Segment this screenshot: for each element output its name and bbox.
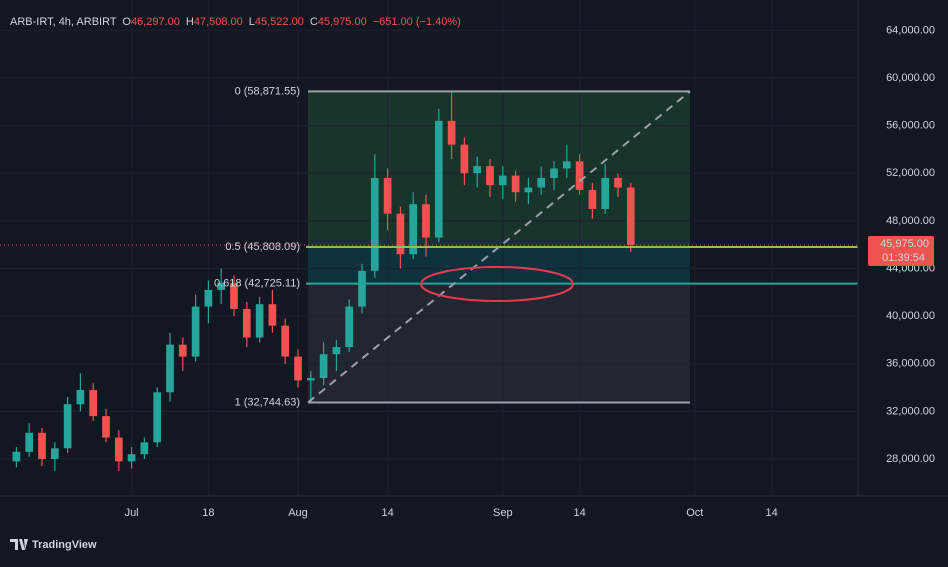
candle-body [89, 389, 98, 417]
candle-body [114, 437, 123, 462]
candle-body [255, 304, 264, 338]
candle-body [319, 354, 328, 379]
fib-label: 0.5 (45,808.09) [225, 241, 300, 253]
x-tick-label: 14 [765, 507, 777, 519]
candle-body [191, 306, 200, 357]
l-label: L [249, 16, 255, 28]
candle-body [460, 144, 469, 174]
candle-body [12, 451, 21, 462]
candle-body [498, 175, 507, 186]
candle-body [204, 289, 213, 307]
candle-body [614, 177, 622, 188]
change: −651.00 (−1.40%) [373, 16, 461, 28]
candle-body [626, 187, 635, 245]
candle-body [178, 344, 187, 357]
y-tick-label: 52,000.00 [886, 167, 935, 179]
x-tick-label: Sep [493, 507, 513, 519]
candle-body [358, 270, 366, 307]
fib-label: 0.618 (42,725.11) [214, 278, 300, 290]
logo: TradingView [10, 539, 97, 551]
candle-body [588, 189, 597, 209]
x-tick-label: Oct [686, 507, 703, 519]
brand: TradingView [32, 539, 97, 551]
price-tag-label: 45,975.00 [880, 238, 929, 250]
c-value: 45,975.00 [318, 16, 367, 28]
candle-body [25, 432, 34, 452]
candle-body [486, 166, 494, 186]
c-label: C [310, 16, 318, 28]
top-layer: 28,000.0032,000.0036,000.0040,000.0044,0… [0, 24, 935, 519]
highlight-ellipse [420, 266, 574, 302]
candle-body [396, 213, 405, 255]
candle-body [524, 187, 533, 193]
fib-label: 0 (58,871.55) [235, 85, 300, 97]
h-label: H [186, 16, 194, 28]
y-tick-label: 28,000.00 [886, 453, 935, 465]
candle-body [242, 308, 251, 338]
candle-body [537, 177, 546, 188]
candle-body [76, 389, 85, 405]
y-tick-label: 64,000.00 [886, 24, 935, 36]
fib-label: 1 (32,744.63) [235, 396, 300, 408]
candle-body [127, 454, 136, 462]
symbol-name: ARB-IRT, 4h, ARBIRT [10, 16, 117, 28]
candle-body [217, 282, 226, 290]
fib-layer [308, 91, 690, 403]
candle-body [575, 161, 584, 190]
y-tick-label: 48,000.00 [886, 215, 935, 227]
x-tick-label: 14 [381, 507, 393, 519]
l-value: 45,522.00 [255, 16, 304, 28]
candle-body [383, 177, 392, 214]
x-tick-label: Jul [125, 507, 139, 519]
candle-body [230, 282, 238, 309]
candle-body [50, 448, 59, 459]
candle-body [345, 306, 354, 348]
candle-body [306, 378, 315, 381]
o-value: 46,297.00 [131, 16, 180, 28]
y-tick-label: 56,000.00 [886, 120, 935, 132]
candle-body [102, 416, 110, 438]
candle-body [294, 356, 302, 381]
y-tick-label: 36,000.00 [886, 358, 935, 370]
candle-body [63, 404, 72, 449]
candle-body [153, 392, 162, 443]
candle-body [422, 204, 430, 238]
candle-body [550, 168, 558, 178]
symbol: ARB-IRT, 4h, ARBIRT O46,297.00 H47,508.00 L… [10, 16, 461, 28]
candle-body [268, 304, 277, 326]
candle-body [562, 161, 571, 169]
h-value: 47,508.00 [194, 16, 243, 28]
x-tick-label: Aug [288, 507, 308, 519]
candle-body [38, 432, 46, 459]
y-tick-label: 60,000.00 [886, 72, 935, 84]
candle-body [281, 325, 290, 357]
logo-mark [10, 539, 28, 550]
y-tick-label: 32,000.00 [886, 405, 935, 417]
candle-body [511, 175, 520, 193]
price-tag [868, 235, 934, 266]
countdown: 01:39:54 [882, 252, 925, 264]
candle-body [166, 344, 174, 393]
candle-body [601, 177, 610, 209]
o-label: O [122, 16, 131, 28]
candle-body [370, 177, 379, 271]
candle-body [434, 120, 443, 238]
x-tick-label: 14 [573, 507, 585, 519]
candle-body [473, 166, 482, 174]
candle-layer [12, 91, 635, 471]
candle-body [447, 120, 456, 145]
x-tick-label: 18 [202, 507, 214, 519]
fib-zone [308, 283, 690, 403]
fib-trendline [307, 90, 691, 404]
candle-body [140, 442, 149, 455]
candle-body [409, 204, 418, 255]
candle-body [332, 347, 341, 355]
y-tick-label: 40,000.00 [886, 310, 935, 322]
